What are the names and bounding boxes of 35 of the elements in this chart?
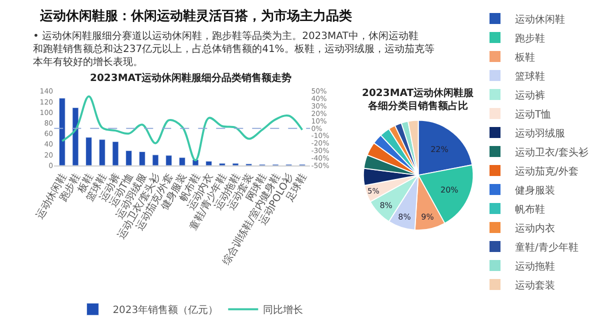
legend-label: 同比增长	[263, 304, 304, 316]
legend-label: 运动卫衣/套头衫	[515, 146, 588, 158]
data-label: 9%	[421, 212, 434, 222]
legend-label: 跑步鞋	[515, 32, 545, 44]
legend-label: 运动休闲鞋	[515, 13, 565, 26]
legend-label: 篮球鞋	[515, 70, 545, 82]
legend-label: 运动套装	[515, 279, 555, 292]
text: 2023MAT运动休闲鞋服各细分类目销售额占比	[362, 87, 475, 112]
bar	[86, 137, 92, 166]
bar	[98, 139, 106, 166]
legend-label: 板鞋	[514, 51, 535, 64]
bar	[138, 151, 146, 166]
bar	[206, 161, 212, 166]
data-label: 8%	[398, 212, 412, 222]
data-label: 20%	[440, 185, 459, 194]
bar	[178, 157, 186, 166]
legend-label: 运动裤	[515, 89, 545, 102]
data-label: 22%	[430, 144, 449, 154]
chart-title: 2023MAT运动休闲鞋服细分品类销售额走势	[90, 72, 292, 84]
legend-label: 运动拖鞋	[515, 260, 555, 272]
text: • 运动休闲鞋服细分赛道以运动休闲鞋，跑步鞋等品类为主。2023MAT中，休闲运动鞋和跑鞋销售额总和达237亿元以上，占总体销售额的41%。板鞋，运动羽绒服，运动茄克等本年有较好的增长表现。	[33, 30, 434, 68]
text: 运动休闲鞋服：休闲运动鞋灵活百搭，为市场主力品类	[39, 8, 352, 24]
legend-label: 运动T恤	[515, 108, 552, 120]
bar	[58, 98, 66, 166]
bar	[166, 155, 172, 166]
line-series	[61, 95, 304, 162]
bar	[126, 150, 132, 166]
data-label: 8%	[380, 200, 393, 210]
bar	[72, 107, 79, 166]
data-label: 5%	[368, 186, 380, 196]
bar	[152, 154, 159, 166]
bar	[112, 141, 119, 166]
legend-label: 运动羽绒服	[515, 127, 565, 140]
legend-label: 童鞋/青少年鞋	[515, 241, 578, 254]
legend-label: 2023年销售额（亿元）	[112, 304, 218, 316]
